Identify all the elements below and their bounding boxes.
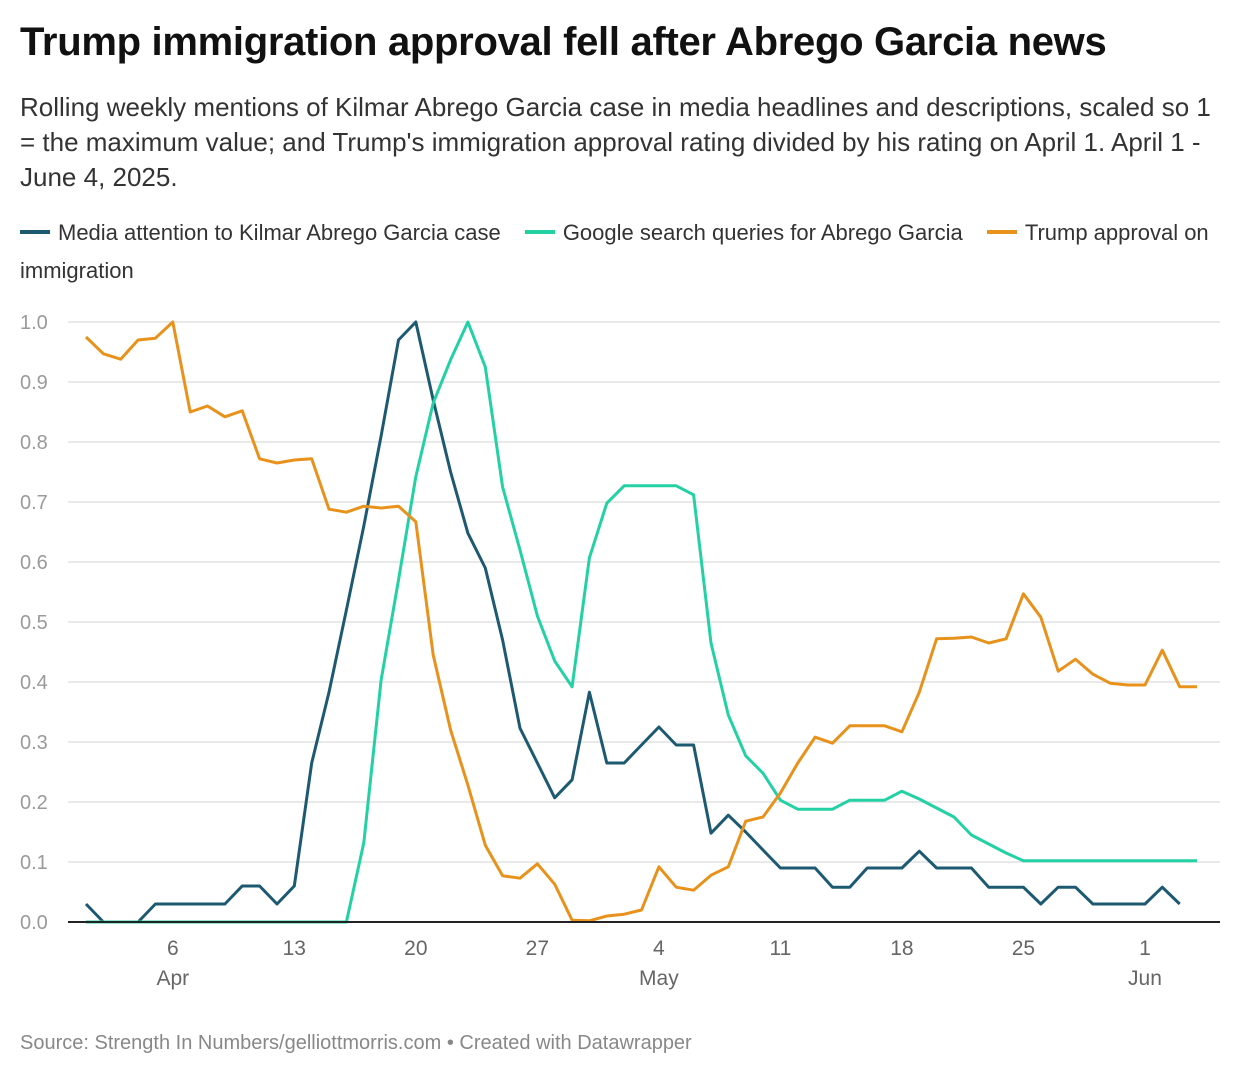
x-tick-month-label: Jun <box>1128 967 1162 990</box>
x-tick-label: 1 <box>1139 937 1151 960</box>
y-tick-label: 0.4 <box>20 672 48 694</box>
chart-title: Trump immigration approval fell after Ab… <box>20 20 1107 64</box>
x-tick-label: 27 <box>526 937 549 960</box>
y-tick-label: 0.8 <box>20 432 48 454</box>
x-tick-month-label: May <box>639 967 679 990</box>
chart-subtitle: Rolling weekly mentions of Kilmar Abrego… <box>20 92 1211 192</box>
y-tick-label: 0.2 <box>20 792 48 814</box>
x-tick-month-label: Apr <box>156 967 189 990</box>
x-tick-label: 18 <box>890 937 913 960</box>
y-axis-ticks: 0.0 0.1 0.2 0.3 0.4 0.5 0.6 0.7 0.8 0.9 1.0 <box>20 312 48 934</box>
source-note: Source: Strength In Numbers/gelliottmorr… <box>20 1032 692 1054</box>
x-tick-label: 13 <box>283 937 306 960</box>
y-tick-label: 0.0 <box>20 912 48 934</box>
legend-label-trump: Trump approval on immigration <box>20 220 1209 283</box>
legend-swatch-google <box>524 230 555 235</box>
gridlines <box>68 321 1220 863</box>
x-tick-label: 11 <box>769 937 791 960</box>
x-tick-label: 25 <box>1012 937 1035 960</box>
legend-label-media: Media attention to Kilmar Abrego Garcia … <box>58 220 501 245</box>
y-tick-label: 0.6 <box>20 552 48 574</box>
legend: Media attention to Kilmar Abrego Garcia … <box>20 214 1220 290</box>
x-tick-label: 4 <box>653 937 665 960</box>
y-tick-label: 0.7 <box>20 492 48 514</box>
legend-item-media: Media attention to Kilmar Abrego Garcia … <box>20 220 501 245</box>
trump-approval-line <box>84 320 1197 923</box>
x-axis-ticks: 6 Apr 13 20 27 4 May 11 18 25 1 Jun <box>156 937 1161 990</box>
legend-label-google: Google search queries for Abrego Garcia <box>562 220 963 245</box>
legend-item-trump: Trump approval on immigration <box>20 220 1209 283</box>
y-tick-label: 0.9 <box>20 372 48 394</box>
legend-swatch-trump <box>986 230 1017 235</box>
y-tick-label: 0.3 <box>20 732 48 754</box>
x-tick-label: 20 <box>404 937 427 960</box>
y-tick-label: 0.1 <box>20 852 48 874</box>
y-tick-label: 1.0 <box>20 312 48 334</box>
y-tick-label: 0.5 <box>20 612 48 634</box>
x-tick-label: 6 <box>167 937 179 960</box>
legend-item-google: Google search queries for Abrego Garcia <box>524 220 963 245</box>
legend-swatch-media <box>20 230 50 235</box>
media-attention-line <box>84 320 1181 924</box>
